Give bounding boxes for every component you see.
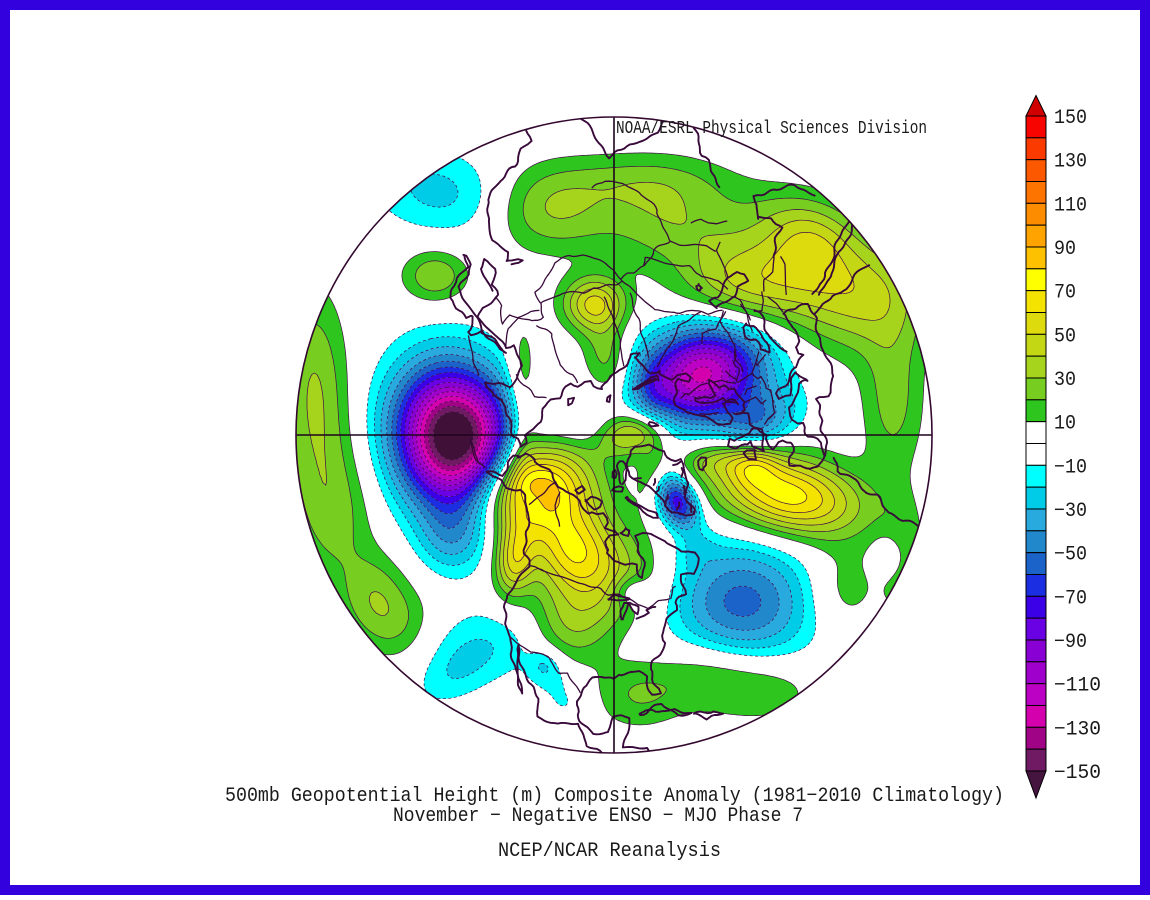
svg-text:−110: −110: [1054, 675, 1101, 698]
svg-text:110: 110: [1054, 194, 1087, 217]
svg-text:130: 130: [1054, 151, 1087, 174]
svg-text:−70: −70: [1054, 587, 1087, 610]
svg-text:−50: −50: [1054, 544, 1087, 567]
svg-text:90: 90: [1054, 238, 1076, 261]
svg-text:10: 10: [1054, 413, 1076, 436]
svg-text:70: 70: [1054, 282, 1076, 305]
svg-text:NOAA/ESRL Physical Sciences Di: NOAA/ESRL Physical Sciences Division: [616, 119, 927, 139]
svg-text:−10: −10: [1054, 456, 1087, 479]
svg-text:NCEP/NCAR Reanalysis: NCEP/NCAR Reanalysis: [498, 840, 721, 863]
svg-text:150: 150: [1054, 107, 1087, 130]
svg-text:50: 50: [1054, 325, 1076, 348]
svg-text:−90: −90: [1054, 631, 1087, 654]
svg-text:−150: −150: [1054, 762, 1101, 785]
svg-text:30: 30: [1054, 369, 1076, 392]
svg-text:500mb Geopotential Height (m): 500mb Geopotential Height (m) Composite …: [225, 785, 1004, 808]
svg-text:−30: −30: [1054, 500, 1087, 523]
svg-text:−130: −130: [1054, 718, 1101, 741]
svg-text:November − Negative ENSO − MJO: November − Negative ENSO − MJO Phase 7: [393, 805, 803, 828]
